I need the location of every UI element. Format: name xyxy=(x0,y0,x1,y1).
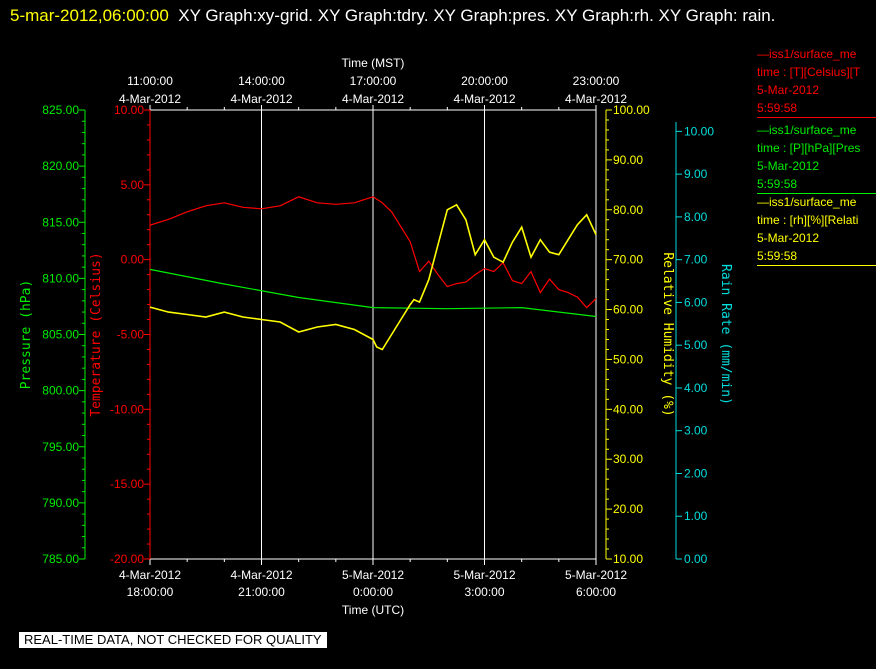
x-bottom-tick-label-date: 4-Mar-2012 xyxy=(230,568,292,582)
legend-pressure-line2: time : [P][hPa][Pres xyxy=(757,141,861,155)
y-tick-label-pres: 810.00 xyxy=(42,271,79,285)
x-bottom-tick-label-time: 0:00:00 xyxy=(353,585,393,599)
y-tick-label-pres: 825.00 xyxy=(42,103,79,117)
legend-humidity: —iss1/surface_me time : [rh][%][Relati 5… xyxy=(757,193,876,266)
y-tick-label-rh: 100.00 xyxy=(613,103,650,117)
y-tick-label-rain: 9.00 xyxy=(684,167,708,181)
quality-notice: REAL-TIME DATA, NOT CHECKED FOR QUALITY xyxy=(19,632,327,648)
y-tick-label-rh: 10.00 xyxy=(613,552,643,566)
y-tick-label-rain: 7.00 xyxy=(684,253,708,267)
x-bottom-axis-title: Time (UTC) xyxy=(342,603,404,617)
y-tick-label-tdry: -5.00 xyxy=(117,328,145,342)
series-line-rh xyxy=(149,203,597,351)
y-axis-title-pres: Pressure (hPa) xyxy=(19,280,34,390)
legend-humidity-line2: time : [rh][%][Relati xyxy=(757,213,859,227)
x-top-tick-label-date: 4-Mar-2012 xyxy=(453,92,515,106)
x-bottom-tick-label-date: 4-Mar-2012 xyxy=(119,568,181,582)
x-bottom-tick-label-time: 3:00:00 xyxy=(464,585,504,599)
x-bottom-tick-label-time: 18:00:00 xyxy=(127,585,174,599)
date-label: 5-mar-2012,06:00:00 xyxy=(10,6,169,25)
y-tick-label-tdry: 0.00 xyxy=(121,253,145,267)
y-tick-label-tdry: -20.00 xyxy=(110,552,144,566)
y-axis-title-rh: Relative Humidity (%) xyxy=(660,252,675,416)
y-tick-label-rain: 6.00 xyxy=(684,295,708,309)
legend-temperature: —iss1/surface_me time : [T][Celsius][T 5… xyxy=(757,45,876,118)
y-tick-label-rain: 10.00 xyxy=(684,124,714,138)
legend-pressure-line1: —iss1/surface_me xyxy=(757,123,857,137)
x-top-tick-label-date: 4-Mar-2012 xyxy=(230,92,292,106)
series-line-pres xyxy=(149,268,597,318)
graph-list: XY Graph:xy-grid. XY Graph:tdry. XY Grap… xyxy=(178,6,776,25)
x-top-tick-label-time: 23:00:00 xyxy=(573,74,620,88)
legend-temperature-line3: 5-Mar-2012 xyxy=(757,83,820,97)
legend-pressure: —iss1/surface_me time : [P][hPa][Pres 5-… xyxy=(757,121,876,194)
y-tick-label-rh: 90.00 xyxy=(613,153,643,167)
y-axis-title-tdry: Temperature (Celsius) xyxy=(89,252,104,416)
y-tick-label-pres: 800.00 xyxy=(42,384,79,398)
x-bottom-tick-label-date: 5-Mar-2012 xyxy=(565,568,627,582)
y-tick-label-tdry: 5.00 xyxy=(121,178,145,192)
y-tick-label-rh: 20.00 xyxy=(613,502,643,516)
x-bottom-tick-label-time: 6:00:00 xyxy=(576,585,616,599)
y-tick-label-rain: 1.00 xyxy=(684,509,708,523)
y-tick-label-rh: 80.00 xyxy=(613,203,643,217)
y-tick-label-rain: 4.00 xyxy=(684,381,708,395)
x-top-tick-label-time: 14:00:00 xyxy=(238,74,285,88)
y-tick-label-rain: 8.00 xyxy=(684,210,708,224)
y-tick-label-rain: 5.00 xyxy=(684,338,708,352)
x-bottom-tick-label-time: 21:00:00 xyxy=(238,585,285,599)
x-top-tick-label-date: 4-Mar-2012 xyxy=(565,92,627,106)
y-tick-label-rh: 30.00 xyxy=(613,452,643,466)
graph-title: 5-mar-2012,06:00:00 XY Graph:xy-grid. XY… xyxy=(10,2,850,30)
y-tick-label-tdry: -15.00 xyxy=(110,477,144,491)
y-tick-label-pres: 795.00 xyxy=(42,440,79,454)
y-tick-label-rain: 0.00 xyxy=(684,552,708,566)
y-tick-label-rain: 3.00 xyxy=(684,424,708,438)
y-axis-title-rain: Rain Rate (mm/min) xyxy=(718,264,733,405)
legend-pressure-line3: 5-Mar-2012 xyxy=(757,159,820,173)
y-tick-label-rh: 50.00 xyxy=(613,352,643,366)
y-tick-label-pres: 820.00 xyxy=(42,159,79,173)
y-tick-label-rain: 2.00 xyxy=(684,466,708,480)
y-tick-label-rh: 60.00 xyxy=(613,303,643,317)
x-top-tick-label-time: 20:00:00 xyxy=(461,74,508,88)
legend-temperature-line2: time : [T][Celsius][T xyxy=(757,65,861,79)
legend-pressure-line4: 5:59:58 xyxy=(757,177,798,191)
y-tick-label-pres: 805.00 xyxy=(42,328,79,342)
y-tick-label-pres: 790.00 xyxy=(42,496,79,510)
y-tick-label-pres: 815.00 xyxy=(42,215,79,229)
y-tick-label-pres: 785.00 xyxy=(42,552,79,566)
legend-humidity-line3: 5-Mar-2012 xyxy=(757,231,820,245)
y-tick-label-tdry: -10.00 xyxy=(110,402,144,416)
x-top-tick-label-date: 4-Mar-2012 xyxy=(342,92,404,106)
series-line-tdry xyxy=(149,196,597,309)
y-tick-label-rh: 40.00 xyxy=(613,402,643,416)
x-top-tick-label-time: 17:00:00 xyxy=(350,74,397,88)
y-tick-label-tdry: 10.00 xyxy=(114,103,144,117)
legend-humidity-line4: 5:59:58 xyxy=(757,249,798,263)
x-bottom-tick-label-date: 5-Mar-2012 xyxy=(453,568,515,582)
legend-humidity-line1: —iss1/surface_me xyxy=(757,195,857,209)
x-bottom-tick-label-date: 5-Mar-2012 xyxy=(342,568,404,582)
x-top-tick-label-date: 4-Mar-2012 xyxy=(119,92,181,106)
legend-temperature-line4: 5:59:58 xyxy=(757,101,798,115)
y-tick-label-rh: 70.00 xyxy=(613,253,643,267)
legend-temperature-line1: —iss1/surface_me xyxy=(757,47,857,61)
x-top-axis-title: Time (MST) xyxy=(342,56,405,70)
x-top-tick-label-time: 11:00:00 xyxy=(127,74,173,88)
